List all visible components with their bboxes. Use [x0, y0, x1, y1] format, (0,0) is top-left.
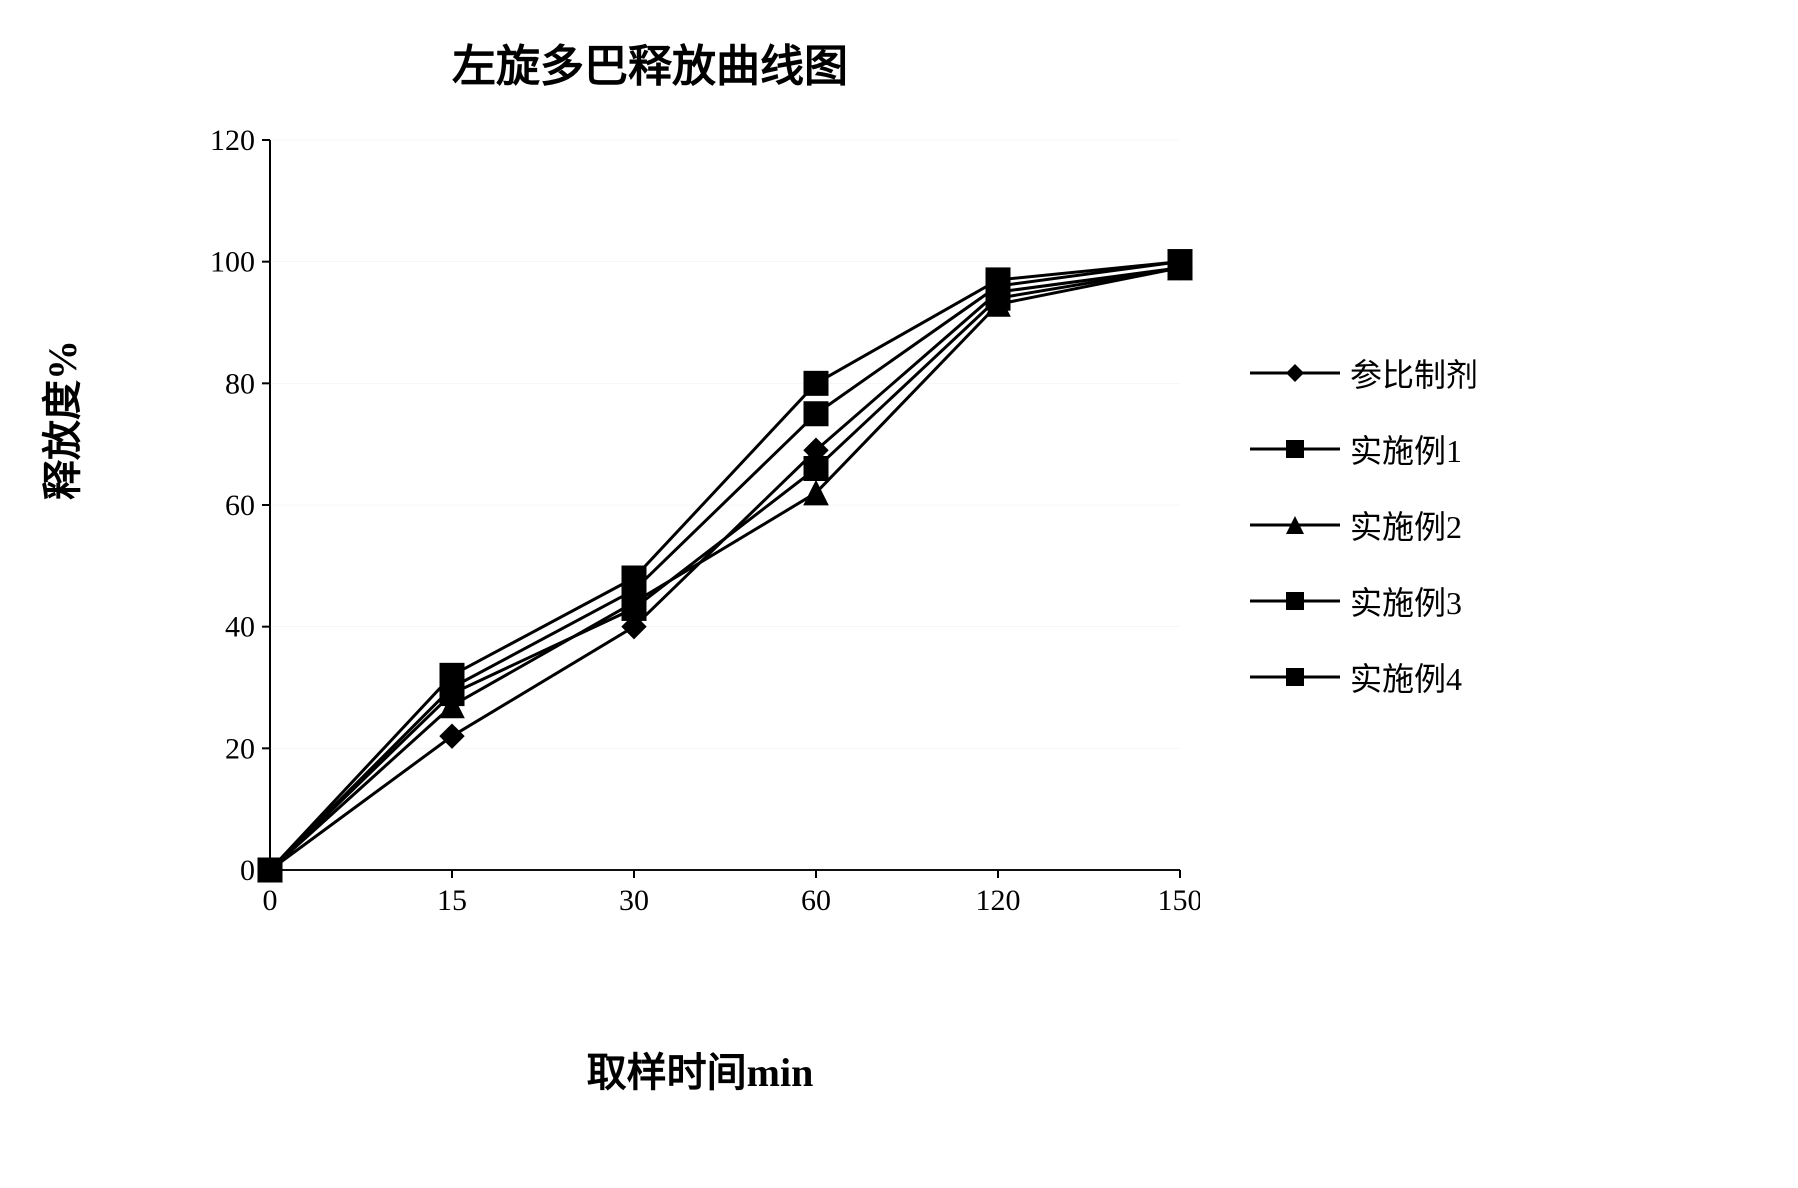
series [258, 256, 1192, 882]
svg-text:0: 0 [240, 854, 255, 887]
x-axis-label: 取样时间min [200, 1040, 1200, 1098]
svg-text:15: 15 [437, 884, 467, 917]
svg-text:80: 80 [225, 367, 255, 400]
legend-swatch [1250, 437, 1340, 461]
svg-text:40: 40 [225, 611, 255, 644]
legend-label: 实施例4 [1350, 654, 1462, 700]
series [258, 256, 1192, 882]
series [258, 250, 1192, 882]
legend-swatch [1250, 361, 1340, 385]
legend-swatch [1250, 513, 1340, 537]
svg-text:150: 150 [1158, 884, 1201, 917]
svg-text:120: 120 [210, 130, 255, 157]
chart-title: 左旋多巴释放曲线图 [0, 30, 1300, 94]
legend-item: 实施例1 [1250, 426, 1478, 472]
legend-swatch [1250, 589, 1340, 613]
legend-item: 参比制剂 [1250, 350, 1478, 396]
svg-text:20: 20 [225, 732, 255, 765]
legend-swatch [1250, 665, 1340, 689]
legend-label: 实施例3 [1350, 578, 1462, 624]
chart-plot-area: 0 20 40 60 80 100 120 0 15 30 60 120 150 [200, 130, 1200, 930]
y-axis-label: 释放度% [30, 340, 88, 500]
svg-text:0: 0 [263, 884, 278, 917]
legend-label: 参比制剂 [1350, 350, 1478, 396]
svg-text:100: 100 [210, 246, 255, 279]
legend-item: 实施例4 [1250, 654, 1478, 700]
legend-label: 实施例2 [1350, 502, 1462, 548]
svg-text:60: 60 [801, 884, 831, 917]
series [258, 256, 1192, 882]
svg-text:60: 60 [225, 489, 255, 522]
series [258, 250, 1192, 882]
svg-text:30: 30 [619, 884, 649, 917]
legend-label: 实施例1 [1350, 426, 1462, 472]
chart-legend: 参比制剂实施例1 实施例2 实施例3 实施例4 [1250, 350, 1478, 730]
legend-item: 实施例3 [1250, 578, 1478, 624]
legend-item: 实施例2 [1250, 502, 1478, 548]
svg-text:120: 120 [976, 884, 1021, 917]
